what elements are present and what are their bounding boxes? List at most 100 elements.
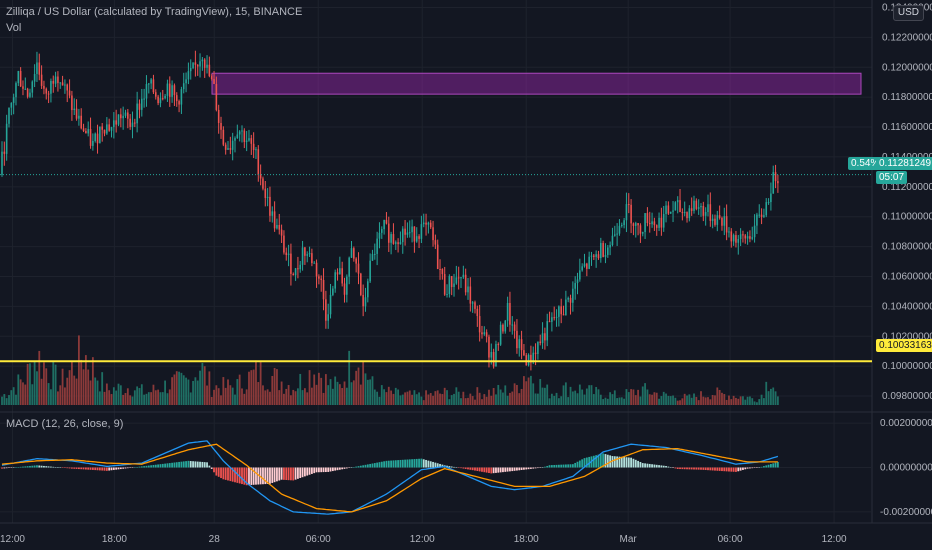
volume-bar (574, 390, 577, 405)
macd-histogram-bar (653, 464, 656, 468)
candle-body (644, 213, 646, 233)
candle-body (175, 95, 178, 102)
macd-histogram-bar (700, 467, 702, 470)
candle-body (737, 239, 740, 243)
macd-histogram-bar (688, 467, 691, 470)
candle-body (683, 212, 686, 214)
time-tick-label: 18:00 (514, 534, 539, 545)
volume-bar (89, 380, 92, 405)
volume-bar (234, 394, 236, 405)
candle-body (711, 218, 714, 221)
macd-histogram-bar (59, 467, 62, 468)
candle-body (453, 283, 455, 288)
candle-body (43, 85, 45, 89)
macd-histogram-bar (52, 466, 55, 468)
macd-histogram-bar (122, 467, 125, 469)
macd-histogram-bar (31, 465, 34, 468)
volume-bar (222, 377, 225, 405)
macd-histogram-bar (89, 467, 92, 470)
candle-body (252, 143, 255, 150)
volume-bar (266, 389, 269, 405)
volume-bar (94, 377, 97, 405)
macd-histogram-bar (765, 465, 768, 468)
volume-bar (24, 384, 27, 405)
candle-body (8, 107, 10, 124)
volume-bar (690, 397, 693, 405)
price-tick-label: 0.10600000 (882, 271, 932, 282)
candle-body (362, 294, 364, 307)
macd-histogram-bar (145, 465, 148, 468)
volume-bar (723, 394, 726, 405)
macd-histogram-bar (404, 459, 406, 468)
symbol-title[interactable]: Zilliqa / US Dollar (calculated by Tradi… (6, 6, 303, 18)
candle-body (206, 64, 208, 68)
price-tick-label: 0.11200000 (882, 182, 932, 193)
macd-histogram-bar (550, 465, 553, 468)
macd-indicator-label[interactable]: MACD (12, 26, close, 9) (6, 418, 124, 430)
volume-indicator-label[interactable]: Vol (6, 22, 22, 34)
candle-body (320, 278, 323, 280)
volume-bar (527, 377, 530, 405)
volume-bar (364, 373, 367, 405)
volume-bar (152, 384, 155, 405)
macd-histogram-bar (411, 459, 413, 468)
candle-body (154, 92, 157, 97)
macd-histogram-bar (753, 467, 756, 468)
candle-body (627, 204, 630, 206)
macd-histogram-bar (222, 467, 225, 480)
macd-histogram-bar (655, 464, 658, 468)
candle-body (52, 80, 55, 84)
macd-histogram-bar (728, 467, 730, 472)
macd-histogram-bar (231, 467, 234, 482)
macd-histogram-bar (513, 467, 516, 471)
volume-bar (418, 392, 420, 405)
macd-histogram-bar (385, 460, 388, 468)
macd-histogram-bar (350, 467, 353, 468)
candle-body (215, 83, 218, 110)
currency-button[interactable]: USD (892, 5, 924, 21)
macd-histogram-bar (12, 467, 15, 468)
candle-body (565, 299, 567, 316)
candle-body (45, 88, 48, 94)
candle-body (767, 202, 770, 204)
candle-body (271, 211, 274, 216)
volume-bar (250, 370, 253, 405)
candle-body (311, 253, 313, 264)
macd-histogram-bar (725, 467, 728, 472)
macd-histogram-bar (387, 460, 390, 468)
candle-body (422, 222, 425, 225)
volume-bar (362, 362, 365, 405)
volume-bar (334, 376, 337, 405)
macd-histogram-bar (397, 460, 399, 468)
volume-bar (394, 387, 397, 405)
volume-bar (50, 389, 52, 405)
candle-body (17, 71, 20, 84)
macd-histogram-bar (467, 467, 469, 470)
candle-body (523, 350, 525, 356)
macd-histogram-bar (532, 467, 535, 469)
volume-bar (154, 390, 157, 405)
candle-body (539, 341, 542, 344)
candle-body (294, 268, 297, 276)
macd-histogram-bar (126, 467, 129, 469)
macd-histogram-bar (464, 467, 467, 469)
candle-body (653, 221, 656, 226)
candle-body (171, 85, 173, 97)
volume-bar (667, 395, 670, 405)
candle-body (141, 98, 143, 110)
volume-bar (441, 394, 444, 405)
volume-bar (310, 387, 313, 405)
candle-body (276, 224, 278, 229)
volume-bar (126, 388, 129, 405)
macd-histogram-bar (131, 467, 134, 468)
candle-body (441, 269, 444, 275)
volume-bar (241, 388, 243, 405)
resistance-zone (211, 72, 862, 95)
macd-histogram-bar (133, 467, 136, 468)
macd-histogram-bar (17, 467, 20, 468)
volume-bar (115, 390, 118, 405)
volume-bar (749, 396, 751, 405)
volume-bar (145, 393, 148, 405)
volume-bar (278, 390, 281, 405)
